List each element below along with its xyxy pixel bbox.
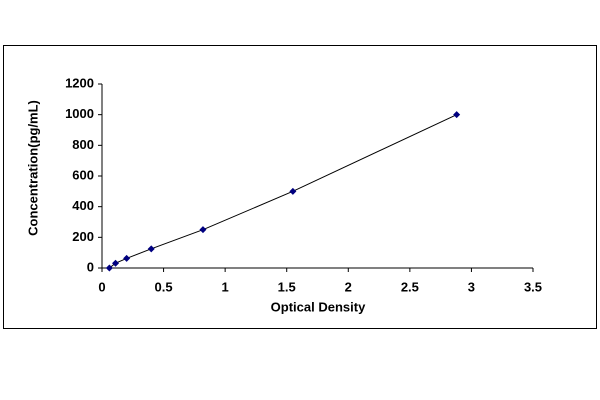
data-point [112, 259, 120, 267]
data-point [453, 111, 461, 119]
y-tick-label: 600 [72, 167, 94, 182]
x-tick-label: 2 [345, 279, 352, 294]
y-tick-label: 1000 [65, 106, 94, 121]
x-axis-label: Optical Density [271, 299, 366, 314]
x-tick-label: 3 [468, 279, 475, 294]
x-tick-label: 2.5 [401, 279, 419, 294]
data-point [147, 245, 155, 253]
x-tick-label: 1.5 [278, 279, 296, 294]
data-point [105, 264, 113, 272]
data-point [199, 226, 207, 234]
y-tick-label: 800 [72, 137, 94, 152]
y-tick-label: 400 [72, 198, 94, 213]
y-tick-label: 200 [72, 229, 94, 244]
x-tick-label: 3.5 [524, 279, 542, 294]
y-tick-label: 0 [87, 259, 94, 274]
x-tick-label: 0.5 [155, 279, 173, 294]
y-tick-label: 1200 [65, 75, 94, 90]
data-point [123, 254, 131, 262]
y-axis-label: Concentration(pg/mL) [25, 100, 40, 236]
x-tick-label: 1 [222, 279, 229, 294]
x-tick-label: 0 [98, 279, 105, 294]
data-point [289, 187, 297, 195]
